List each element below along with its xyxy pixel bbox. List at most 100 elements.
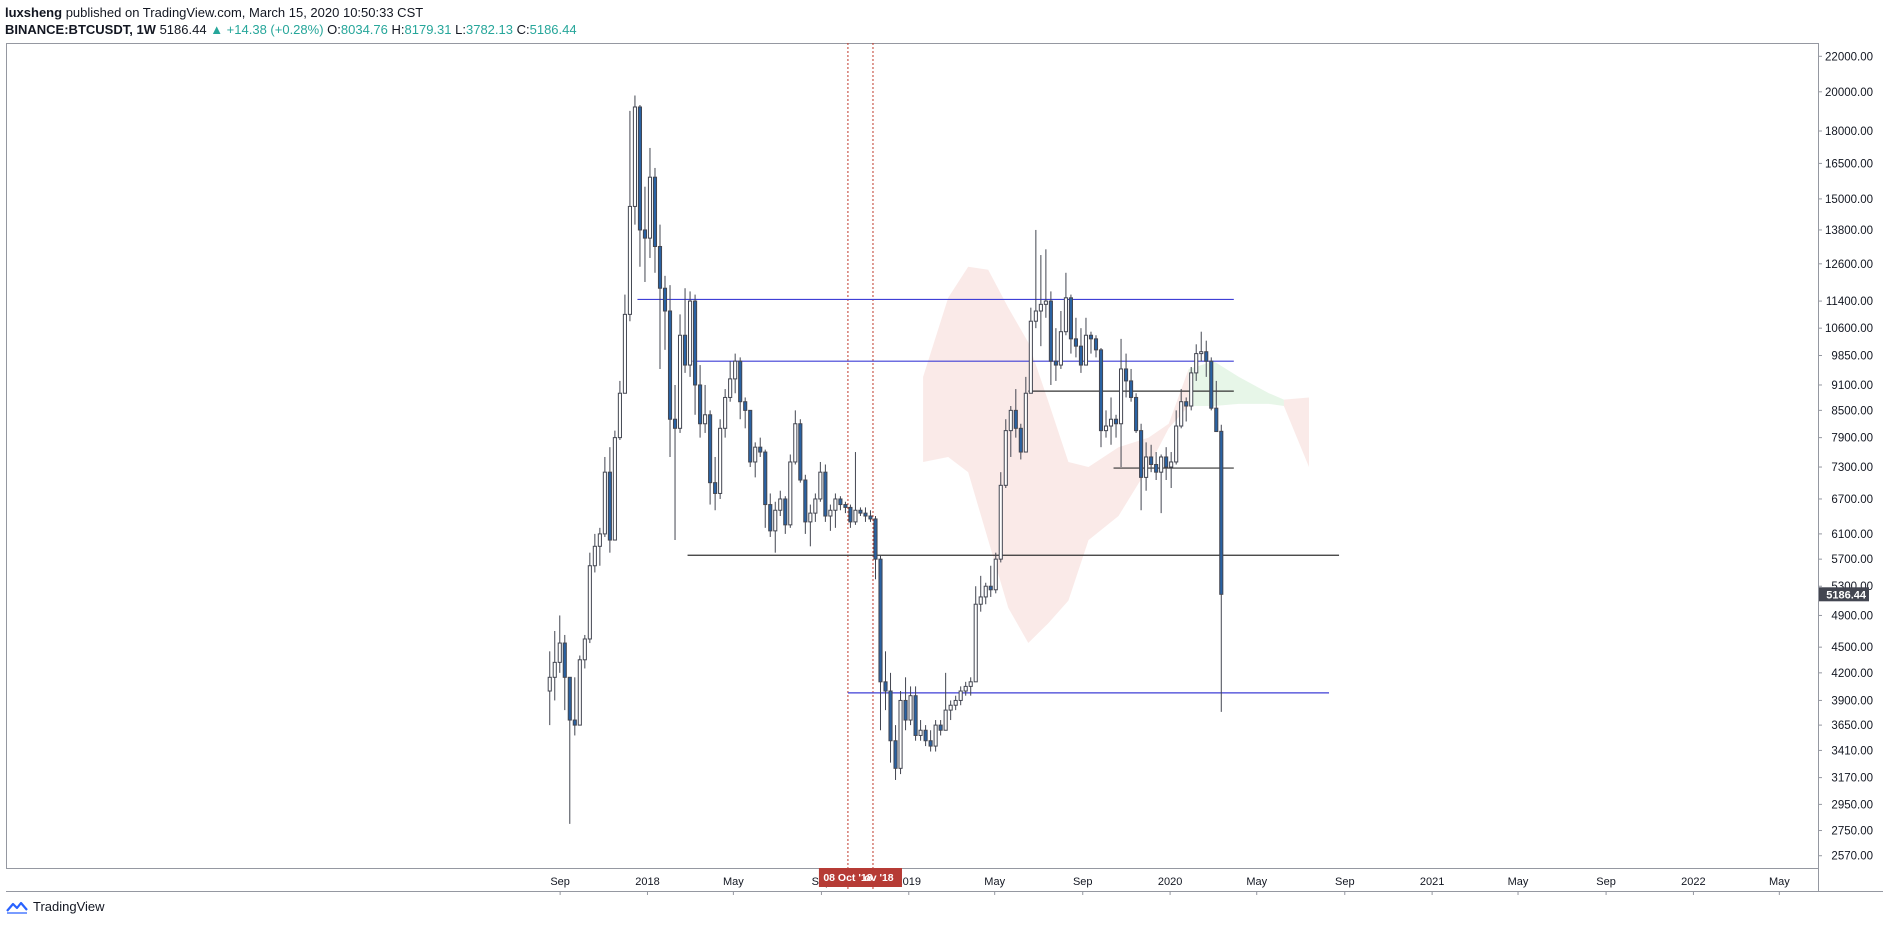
candle[interactable] [1108,397,1114,445]
candle[interactable] [1174,410,1179,465]
candle[interactable] [1144,442,1149,491]
candle[interactable] [1028,307,1033,394]
candle[interactable] [728,361,733,402]
candle[interactable] [888,672,893,763]
candle[interactable] [607,447,612,553]
candle[interactable] [868,510,873,522]
candle[interactable] [903,677,908,731]
candle[interactable] [582,634,587,669]
candle[interactable] [828,504,833,531]
candle[interactable] [1068,294,1073,354]
candle[interactable] [748,409,753,468]
candle[interactable] [803,474,808,534]
candle[interactable] [788,454,793,528]
candle[interactable] [1113,414,1119,438]
candle[interactable] [733,353,738,394]
candle[interactable] [567,676,572,824]
candle[interactable] [572,677,577,736]
candle[interactable] [612,430,617,541]
candle[interactable] [743,397,748,429]
candle[interactable] [667,285,673,457]
candle[interactable] [883,651,888,711]
candle[interactable] [1154,452,1159,481]
candle[interactable] [1098,348,1104,448]
candle[interactable] [793,410,798,465]
candle[interactable] [938,720,943,736]
candle[interactable] [1063,272,1068,336]
candle[interactable] [843,501,848,514]
candle[interactable] [637,105,643,267]
candle[interactable] [662,275,668,350]
candle[interactable] [923,725,928,747]
candle[interactable] [978,575,983,612]
candle[interactable] [808,504,813,547]
candle[interactable] [1038,255,1043,347]
candle[interactable] [703,384,708,433]
candle[interactable] [918,720,923,741]
footer-brand[interactable]: TradingView [6,899,105,914]
candle[interactable] [1018,423,1023,460]
candle[interactable] [813,493,818,522]
candle[interactable] [973,586,978,683]
candle[interactable] [677,314,683,433]
candle[interactable] [1118,338,1124,468]
candle[interactable] [833,493,838,528]
candle[interactable] [592,533,597,573]
candle[interactable] [933,720,938,752]
candle[interactable] [1078,328,1084,373]
candle[interactable] [998,472,1003,563]
candle[interactable] [652,167,658,273]
candle[interactable] [768,493,773,537]
candle[interactable] [723,389,728,438]
candle[interactable] [693,294,698,415]
candle[interactable] [908,686,913,726]
candle[interactable] [1093,335,1099,358]
candle[interactable] [1199,331,1204,362]
candle[interactable] [688,291,693,377]
candle[interactable] [1134,393,1139,433]
candle[interactable] [773,501,778,553]
candle[interactable] [758,437,763,457]
candle[interactable] [778,490,783,517]
candle[interactable] [1003,419,1008,489]
candle[interactable] [798,419,803,483]
symbol-name[interactable]: BINANCE:BTCUSDT [5,22,130,37]
candle[interactable] [1043,249,1048,318]
candle[interactable] [698,365,703,438]
candle[interactable] [1189,367,1194,411]
candle[interactable] [928,730,933,752]
candle[interactable] [818,461,823,502]
candle[interactable] [1083,317,1089,366]
candle[interactable] [753,442,758,478]
candle[interactable] [1048,291,1053,385]
candle[interactable] [913,686,918,741]
candlesticks[interactable] [547,95,1224,824]
candle[interactable] [1204,340,1209,377]
candle[interactable] [948,700,953,721]
candle[interactable] [1159,454,1164,514]
candle[interactable] [557,615,562,673]
candle[interactable] [853,452,858,525]
candle[interactable] [622,294,627,394]
candle[interactable] [1179,389,1184,429]
candle[interactable] [713,456,718,511]
candle[interactable] [1088,331,1094,354]
candle[interactable] [1073,317,1078,358]
candle[interactable] [738,357,743,420]
candle[interactable] [823,464,828,522]
candle[interactable] [682,288,688,373]
author-name[interactable]: luxsheng [5,5,63,20]
candle[interactable] [587,552,592,644]
candle[interactable] [958,686,963,706]
candle[interactable] [632,95,637,225]
candle[interactable] [968,677,973,696]
candle[interactable] [1023,376,1028,453]
candle[interactable] [1008,406,1013,457]
candle[interactable] [617,380,622,440]
candle[interactable] [878,555,883,731]
candle[interactable] [602,456,607,537]
candle[interactable] [1139,423,1144,511]
candle[interactable] [858,507,863,517]
candle[interactable] [1164,447,1169,481]
